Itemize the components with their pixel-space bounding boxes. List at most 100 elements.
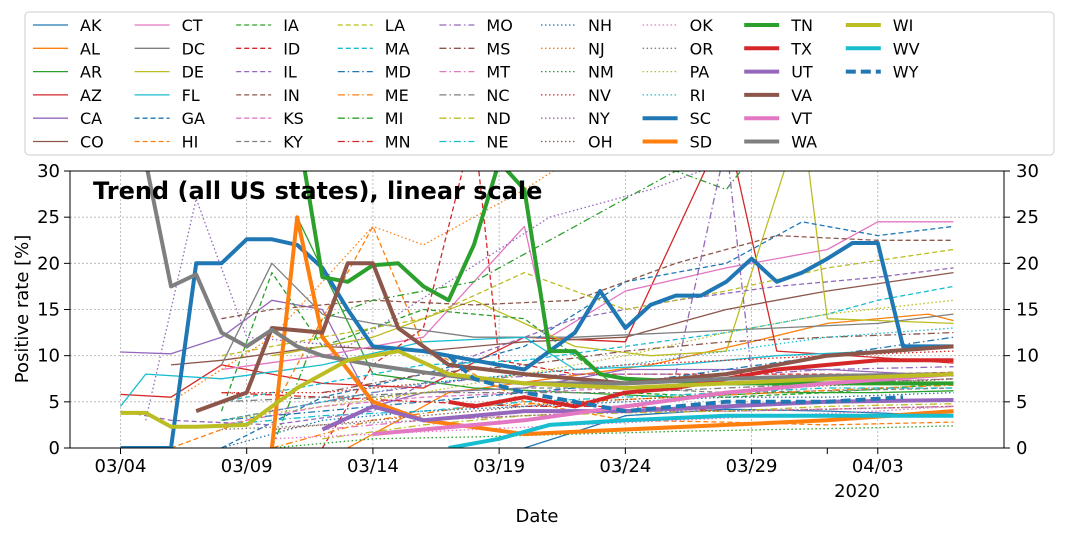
- legend-label-nd: ND: [486, 109, 510, 128]
- x-tick-label: 03/24: [599, 456, 651, 477]
- legend-label-ct: CT: [182, 16, 203, 35]
- series-line-ks: [221, 378, 954, 426]
- legend-label-ga: GA: [182, 109, 205, 128]
- legend-label-nc: NC: [486, 86, 509, 105]
- series-line-mi: [271, 171, 742, 448]
- series-line-ut: [321, 398, 954, 432]
- series-line-vt: [372, 372, 954, 437]
- legend-label-nm: NM: [588, 63, 614, 82]
- legend-label-or: OR: [690, 39, 714, 58]
- series-line-wi: [120, 349, 954, 429]
- series-line-tx: [448, 358, 954, 409]
- series-line-la: [221, 248, 954, 357]
- legend-label-hi: HI: [182, 133, 199, 152]
- axes: 03/04 03/09 03/14 03/19 03/24 03/29 04/03 0 0 5 5 1…: [37, 161, 1039, 477]
- x-tick-label: 04/03: [852, 456, 904, 477]
- y-tick-label-left: 0: [49, 438, 60, 459]
- x-tick-label: 03/04: [95, 456, 147, 477]
- legend-label-tx: TX: [790, 39, 812, 58]
- legend-label-az: AZ: [80, 86, 102, 105]
- y-tick-label-left: 15: [37, 300, 60, 321]
- legend-label-oh: OH: [588, 133, 613, 152]
- series-line-il: [120, 267, 954, 426]
- series-line-wv: [448, 413, 954, 448]
- legend-label-wi: WI: [893, 16, 914, 35]
- legend-label-ia: IA: [283, 16, 299, 35]
- y-tick-label-right: 0: [1016, 438, 1027, 459]
- chart-title: Trend (all US states), linear scale: [93, 177, 542, 205]
- series-line-sc: [120, 237, 954, 448]
- legend-label-il: IL: [283, 63, 297, 82]
- legend-label-sc: SC: [690, 109, 711, 128]
- legend-label-ak: AK: [80, 16, 102, 35]
- legend-label-in: IN: [283, 86, 300, 105]
- series-line-ar: [296, 216, 954, 398]
- series-line-me: [271, 384, 954, 448]
- series-line-ri: [221, 327, 954, 421]
- x-tick-label: 03/29: [726, 456, 778, 477]
- legend-label-ok: OK: [690, 16, 714, 35]
- y-tick-label-right: 30: [1016, 161, 1039, 182]
- legend-label-ne: NE: [486, 133, 508, 152]
- legend-box: [24, 11, 1055, 156]
- legend-label-va: VA: [791, 86, 812, 105]
- legend-label-co: CO: [80, 133, 104, 152]
- legend-label-ar: AR: [80, 63, 102, 82]
- series-line-id: [321, 171, 954, 448]
- y-tick-label-left: 30: [37, 161, 60, 182]
- legend-label-vt: VT: [791, 109, 812, 128]
- legend-label-la: LA: [385, 16, 405, 35]
- legend-label-ky: KY: [283, 133, 303, 152]
- y-tick-label-right: 10: [1016, 346, 1039, 367]
- legend-label-nh: NH: [588, 16, 612, 35]
- series-line-ak: [524, 408, 929, 448]
- legend-label-ma: MA: [385, 39, 410, 58]
- legend-label-tn: TN: [790, 16, 813, 35]
- series-line-nj: [170, 171, 555, 403]
- series-group: [119, 171, 954, 448]
- legend-label-wy: WY: [893, 63, 919, 82]
- legend-label-nj: NJ: [588, 39, 605, 58]
- series-line-mo: [271, 171, 954, 412]
- series-line-ny: [145, 171, 703, 421]
- series-line-nh: [221, 391, 954, 448]
- y-tick-label-left: 25: [37, 207, 60, 228]
- legend-label-mn: MN: [385, 133, 411, 152]
- x-axis-label: Date: [515, 506, 558, 527]
- x-tick-label: 03/19: [473, 456, 525, 477]
- y-tick-label-right: 5: [1016, 392, 1027, 413]
- legend-label-ut: UT: [791, 63, 813, 82]
- series-line-fl: [119, 336, 954, 407]
- legend-label-md: MD: [385, 63, 411, 82]
- y-tick-label-left: 10: [37, 346, 60, 367]
- y-axis-label: Positive rate [%]: [12, 235, 33, 384]
- series-line-or: [221, 405, 954, 431]
- legend-label-wv: WV: [893, 39, 920, 58]
- series-line-nc: [221, 378, 954, 403]
- legend-label-fl: FL: [182, 86, 200, 105]
- series-line-ne: [221, 387, 954, 426]
- legend: AK AL AR AZ CA CO CT DC DE FL GA HI IA ID IL IN KS KY LA MA…: [24, 11, 1055, 156]
- series-line-md: [221, 336, 954, 421]
- legend-label-al: AL: [80, 39, 100, 58]
- series-line-co: [170, 271, 954, 366]
- y-tick-label-left: 20: [37, 253, 60, 274]
- legend-label-mt: MT: [486, 63, 510, 82]
- legend-label-ca: CA: [80, 109, 102, 128]
- legend-label-mo: MO: [486, 16, 512, 35]
- legend-label-id: ID: [283, 39, 300, 58]
- legend-label-wa: WA: [791, 133, 817, 152]
- legend-label-ms: MS: [486, 39, 510, 58]
- legend-label-pa: PA: [690, 63, 710, 82]
- legend-label-de: DE: [182, 63, 204, 82]
- legend-label-ny: NY: [588, 109, 610, 128]
- legend-label-dc: DC: [182, 39, 206, 58]
- legend-label-nv: NV: [588, 86, 611, 105]
- x-year-label: 2020: [834, 481, 880, 502]
- y-tick-label-right: 15: [1016, 300, 1039, 321]
- series-line-nd: [322, 403, 954, 440]
- x-tick-label: 03/14: [347, 456, 399, 477]
- legend-label-me: ME: [385, 86, 409, 105]
- series-line-de: [271, 171, 954, 357]
